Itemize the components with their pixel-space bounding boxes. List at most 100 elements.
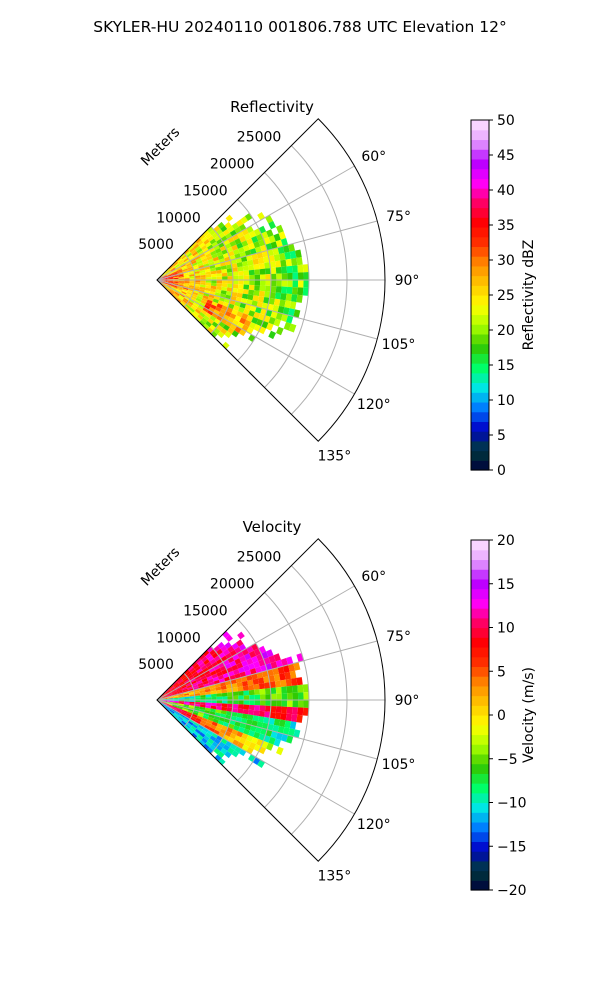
data-cell (291, 685, 298, 693)
data-cell (296, 294, 303, 303)
data-cell (166, 273, 173, 277)
data-cell (222, 276, 228, 280)
data-cell (197, 724, 205, 730)
data-cell (194, 308, 201, 315)
data-cell (211, 276, 217, 280)
data-cell (200, 729, 208, 736)
data-cell (217, 751, 225, 759)
data-cell (167, 276, 174, 279)
data-cell (270, 310, 278, 319)
data-cell (273, 674, 281, 682)
data-cell (291, 257, 298, 266)
data-cell (265, 274, 271, 280)
data-cell (170, 267, 176, 272)
colorbar-segment (471, 578, 489, 590)
data-cell (196, 726, 203, 732)
data-cell (243, 700, 250, 705)
data-cell (204, 304, 211, 310)
data-cell (281, 273, 288, 280)
data-cell (246, 315, 254, 322)
data-cell (210, 705, 217, 710)
data-cell (268, 235, 276, 244)
data-cell (232, 707, 238, 713)
data-cell (196, 715, 203, 720)
data-cell (173, 713, 179, 719)
data-cell (302, 684, 309, 693)
data-cell (201, 257, 208, 263)
colorbar-tick-label: 35 (497, 218, 515, 234)
data-cell (190, 669, 197, 675)
data-cell (173, 681, 179, 687)
data-cell (207, 318, 215, 325)
data-cell (259, 705, 266, 712)
data-cell (190, 260, 197, 265)
data-cell (199, 242, 206, 249)
data-cell (275, 286, 282, 294)
colorbar-segment (471, 256, 489, 267)
data-cell (297, 272, 304, 280)
data-cell (176, 687, 182, 692)
data-cell (239, 737, 247, 745)
data-cell (215, 709, 222, 714)
data-cell (214, 754, 222, 762)
data-cell (165, 705, 171, 710)
data-cell (216, 276, 223, 280)
data-cell (197, 314, 204, 320)
data-cell (249, 280, 255, 286)
data-cell (215, 686, 222, 691)
data-cell (165, 286, 170, 291)
data-cell (243, 695, 250, 700)
data-cell (269, 291, 276, 299)
data-cell (252, 258, 259, 265)
data-cell (272, 724, 280, 733)
data-cell (199, 706, 206, 711)
data-cell (273, 738, 281, 747)
data-cell (225, 634, 233, 642)
data-cell (237, 708, 244, 714)
data-cell (191, 262, 198, 267)
data-cell (265, 700, 271, 706)
data-cell (198, 709, 205, 713)
colorbar-segment (471, 353, 489, 364)
data-cell (236, 311, 244, 318)
data-cell (165, 286, 171, 291)
data-cell (199, 662, 206, 669)
data-cell (171, 271, 178, 275)
data-cell (161, 281, 168, 285)
data-cell (210, 250, 217, 256)
data-cell (232, 700, 239, 705)
data-cell (166, 283, 173, 287)
data-cell (195, 736, 202, 743)
data-cell (194, 299, 201, 305)
data-cell (270, 241, 278, 250)
colorbar-segment (471, 168, 489, 179)
data-cell (197, 682, 204, 687)
data-cell (251, 655, 259, 664)
data-cell (303, 272, 309, 280)
data-cell (165, 689, 170, 694)
data-cell (238, 246, 245, 254)
colorbar-tick-label: 10 (497, 393, 515, 409)
colorbar-tick-label: 5 (497, 428, 506, 444)
data-cell (279, 299, 286, 308)
data-cell (207, 258, 214, 264)
data-cell (252, 678, 259, 685)
data-cell (288, 728, 296, 737)
data-cell (243, 270, 250, 276)
data-cell (229, 660, 237, 667)
data-cell (199, 302, 206, 308)
data-cell (182, 676, 188, 681)
data-cell (185, 670, 191, 677)
data-cell (162, 701, 168, 704)
data-cell (199, 731, 206, 738)
data-cell (211, 700, 217, 704)
data-cell (221, 305, 228, 311)
data-cell (281, 706, 288, 714)
data-cell (199, 739, 206, 747)
data-cell (239, 302, 247, 309)
data-cell (193, 287, 200, 292)
colorbar-segment (471, 343, 489, 354)
azimuth-tick-label: 120° (357, 817, 391, 833)
data-cell (275, 312, 283, 321)
data-cell (221, 272, 228, 277)
